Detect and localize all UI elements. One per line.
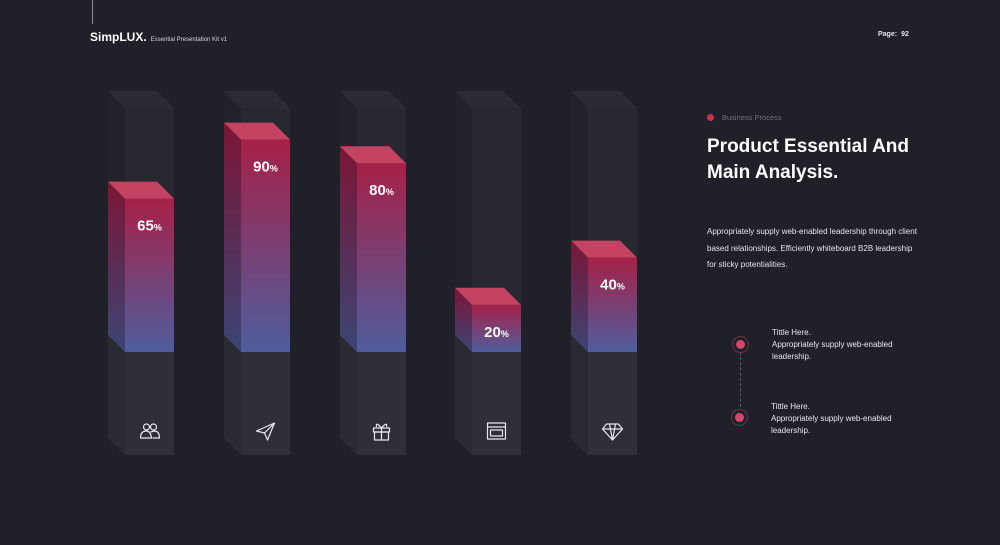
bar-top xyxy=(108,181,174,199)
bar-value-number: 80 xyxy=(369,182,386,199)
bar xyxy=(241,139,290,352)
timeline-item: Tittle Here. Appropriately supply web-en… xyxy=(772,327,932,363)
timeline-connector xyxy=(740,352,741,412)
section-heading: Product Essential And Main Analysis. xyxy=(707,134,947,186)
bar-side xyxy=(340,146,357,352)
bar-value-number: 20 xyxy=(484,324,501,341)
paper-plane-icon xyxy=(255,422,276,441)
bar-chart: 65%90%80%20%40% xyxy=(108,91,637,455)
diamond-icon xyxy=(601,423,624,441)
tag-dot xyxy=(707,114,714,121)
column-top xyxy=(224,91,290,108)
tag-text: Business Process xyxy=(722,113,782,122)
page-number: 92 xyxy=(901,31,909,38)
bar-side xyxy=(455,287,472,352)
bar-value-unit: % xyxy=(617,282,625,292)
column-top xyxy=(108,91,174,108)
bar-value-label: 80% xyxy=(369,182,394,199)
column-top xyxy=(455,91,521,108)
timeline-item: Tittle Here. Appropriately supply web-en… xyxy=(771,401,931,437)
bar-value-number: 40 xyxy=(600,277,617,294)
heading-line-1: Product Essential And xyxy=(707,136,909,157)
bar-value-number: 90 xyxy=(253,159,270,176)
bar-side xyxy=(108,181,125,352)
page-indicator: Page: 92 xyxy=(878,31,909,38)
column-base-side xyxy=(108,335,125,455)
bar-value-unit: % xyxy=(386,187,394,197)
timeline-item-text: Appropriately supply web-enabled leaders… xyxy=(772,340,893,361)
bar-value-unit: % xyxy=(501,329,509,339)
gift-icon xyxy=(372,423,391,441)
bar-value-number: 65 xyxy=(137,218,154,235)
bar-top xyxy=(571,240,637,258)
column-base-front xyxy=(125,352,174,455)
timeline-dot xyxy=(735,413,744,422)
brand: SimpLUX. Essential Presentation Kit v1 xyxy=(90,30,227,44)
column-base-side xyxy=(571,335,588,455)
bar xyxy=(588,257,637,352)
brand-subtitle: Essential Presentation Kit v1 xyxy=(150,37,228,43)
bar-value-unit: % xyxy=(154,223,162,233)
bar-top xyxy=(224,122,290,140)
timeline-item-title: Tittle Here. xyxy=(772,328,811,337)
bar-top xyxy=(455,287,521,305)
section-description: Appropriately supply web-enabled leaders… xyxy=(707,227,917,269)
column-base-side xyxy=(340,335,357,455)
timeline-dot xyxy=(736,340,745,349)
column-base-side xyxy=(455,335,472,455)
timeline-item-title: Tittle Here. xyxy=(771,402,810,411)
bar xyxy=(472,304,521,352)
bar-value-label: 40% xyxy=(600,277,625,294)
column-top xyxy=(571,91,637,108)
bar-value-label: 90% xyxy=(253,159,278,176)
timeline-item-text: Appropriately supply web-enabled leaders… xyxy=(771,414,892,435)
top-divider-line xyxy=(92,0,93,24)
browser-icon xyxy=(486,422,507,440)
bar-side xyxy=(571,240,588,352)
column-base-side xyxy=(224,335,241,455)
heading-line-2: Main Analysis. xyxy=(707,162,839,183)
column-top xyxy=(340,91,406,108)
section-tag: Business Process xyxy=(707,113,782,122)
bar-value-unit: % xyxy=(270,164,278,174)
users-icon xyxy=(139,423,161,439)
column-base-front xyxy=(472,352,521,455)
bar xyxy=(357,163,406,352)
bar-value-label: 20% xyxy=(484,324,509,341)
brand-name: SimpLUX. xyxy=(90,30,147,44)
bar-top xyxy=(340,146,406,164)
bar xyxy=(125,198,174,352)
column-base-front xyxy=(241,352,290,455)
bar-side xyxy=(224,122,241,352)
bar-value-label: 65% xyxy=(137,218,162,235)
page-label: Page: xyxy=(878,31,898,38)
